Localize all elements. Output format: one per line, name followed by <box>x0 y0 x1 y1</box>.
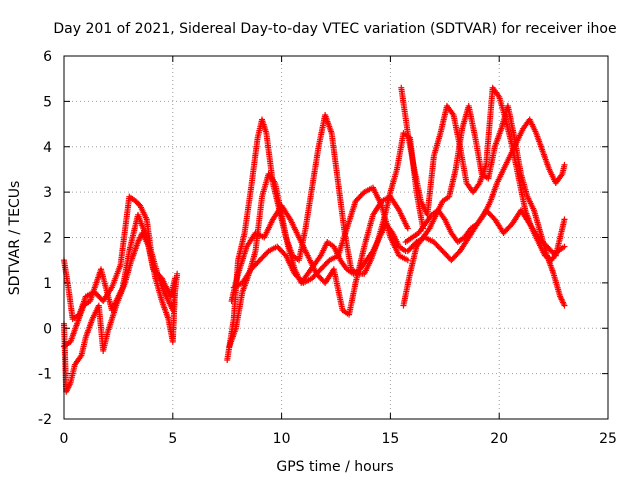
axis-ticks: 0 5 10 15 20 25 -2 -1 0 1 2 3 4 5 6 <box>38 49 617 447</box>
y-tick-label: 4 <box>43 140 52 156</box>
x-axis-label: GPS time / hours <box>276 459 393 475</box>
chart-title: Day 201 of 2021, Sidereal Day-to-day VTE… <box>53 21 616 37</box>
x-tick-label: 5 <box>168 431 177 447</box>
data-point <box>174 270 181 277</box>
y-tick-label: 0 <box>43 321 52 337</box>
x-tick-label: 25 <box>599 431 617 447</box>
y-tick-label: -1 <box>38 367 52 383</box>
y-tick-label: 1 <box>43 276 52 292</box>
series-trace-i <box>400 102 567 309</box>
data-point <box>171 288 178 295</box>
data-point <box>171 275 178 282</box>
data-point <box>561 243 568 250</box>
data-point <box>561 216 568 223</box>
data-points <box>61 84 568 395</box>
series-trace-k <box>404 207 568 264</box>
data-point <box>561 161 568 168</box>
x-tick-label: 15 <box>381 431 399 447</box>
y-axis-label: SDTVAR / TECUs <box>7 181 23 296</box>
y-tick-label: 2 <box>43 231 52 247</box>
y-tick-label: 5 <box>43 94 52 110</box>
data-point <box>404 257 411 264</box>
y-tick-label: -2 <box>38 412 52 428</box>
x-tick-label: 10 <box>273 431 291 447</box>
y-tick-label: 3 <box>43 185 52 201</box>
series-trace-g <box>230 184 410 291</box>
series-trace-f <box>228 193 411 318</box>
series-trace-j <box>402 116 568 246</box>
y-tick-label: 6 <box>43 49 52 65</box>
x-tick-label: 0 <box>60 431 69 447</box>
plot-frame <box>63 55 609 420</box>
data-point <box>561 302 568 309</box>
series-trace-c <box>61 211 178 350</box>
data-point <box>404 225 411 232</box>
x-tick-label: 20 <box>490 431 508 447</box>
